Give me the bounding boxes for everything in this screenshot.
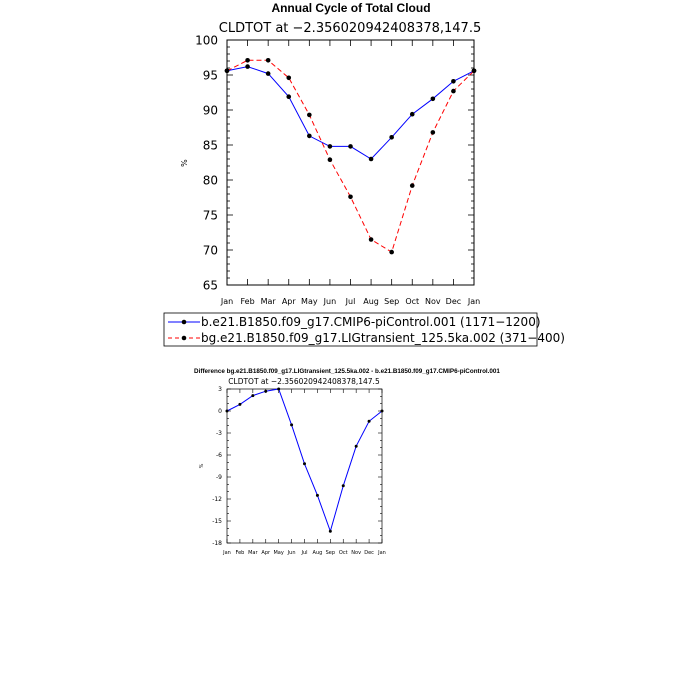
main-xtick-label: Jan — [467, 297, 480, 306]
diff-series-0-point — [315, 493, 319, 497]
main-series-1-point — [327, 157, 333, 162]
main-series-0-point — [286, 94, 292, 99]
main-series-1-point — [265, 58, 271, 63]
difference-chart-title: Difference bg.e21.B1850.f09_g17.LIGtrans… — [194, 368, 500, 375]
diff-xtick-label: Oct — [339, 550, 348, 556]
diff-series-0-point — [225, 409, 229, 413]
main-xtick-label: May — [301, 297, 318, 306]
diff-xtick-label: May — [273, 550, 283, 556]
main-chart-subtitle: CLDTOT at −2.356020942408378,147.5 — [219, 21, 481, 36]
diff-xtick-label: Jan — [222, 550, 231, 556]
diff-series-0-point — [251, 394, 255, 398]
diff-series-0-point — [341, 484, 345, 488]
legend-frame — [163, 312, 538, 347]
diff-ytick-label: 3 — [218, 386, 222, 393]
main-series-0-point — [430, 96, 436, 102]
diff-xtick-label: Sep — [326, 550, 335, 556]
main-series-1-point — [348, 194, 353, 200]
diff-series-0-point — [264, 389, 268, 393]
main-series-1-point — [307, 112, 312, 118]
diff-xtick-label: Apr — [261, 550, 271, 556]
main-series-0-point — [451, 79, 456, 84]
diff-series-0-point — [303, 462, 306, 466]
legend-label-control: b.e21.B1850.f09_g17.CMIP6-piControl.001 … — [201, 315, 541, 329]
main-xtick-label: Mar — [261, 297, 277, 306]
main-ytick-label: 90 — [203, 103, 218, 117]
main-series-1-point — [409, 183, 415, 188]
main-plot-frame — [226, 39, 475, 286]
main-chart-title: Annual Cycle of Total Cloud — [271, 1, 430, 15]
main-chart-ylabel: % — [180, 159, 189, 167]
main-xtick-label: Jun — [323, 297, 337, 306]
diff-series-0-point — [367, 419, 371, 423]
diff-xtick-label: Jun — [287, 550, 296, 556]
main-chart: Annual Cycle of Total Cloud CLDTOT at −2… — [163, 1, 565, 347]
legend-marker-control — [181, 319, 187, 325]
main-series-1-point — [286, 75, 292, 81]
main-series-0-point — [265, 71, 271, 76]
diff-xtick-label: Jan — [377, 550, 386, 556]
diff-ytick-label: -15 — [212, 518, 222, 525]
main-xtick-label: Jul — [345, 297, 356, 306]
main-series-1-point — [430, 130, 436, 135]
main-series-0-point — [389, 135, 394, 140]
difference-chart-ylabel: % — [199, 463, 205, 468]
diff-ytick-label: -6 — [216, 452, 222, 459]
main-xtick-label: Oct — [405, 297, 419, 306]
main-series-1-point — [224, 68, 230, 74]
difference-chart-subtitle: CLDTOT at −2.356020942408378,147.5 — [228, 377, 380, 386]
main-series-0-point — [409, 111, 415, 117]
diff-xtick-label: Dec — [364, 550, 374, 556]
main-series-1-point — [368, 237, 374, 242]
main-ytick-label: 80 — [203, 173, 218, 187]
diff-xtick-label: Mar — [248, 550, 258, 556]
main-series-1-point — [245, 58, 250, 63]
main-xtick-label: Dec — [446, 297, 461, 306]
main-series-0-point — [307, 133, 312, 139]
difference-plot-frame — [226, 388, 383, 544]
main-xtick-label: Apr — [282, 297, 297, 306]
main-series-0-point — [368, 156, 374, 162]
main-xtick-label: Sep — [384, 297, 399, 306]
diff-ytick-label: 0 — [218, 408, 222, 415]
main-ytick-label: 65 — [203, 278, 218, 292]
main-series-0-point — [348, 144, 353, 149]
diff-series-line-0 — [226, 388, 383, 533]
main-series-0-point — [327, 144, 333, 149]
diff-xtick-label: Jul — [300, 550, 307, 556]
diff-series-0-point — [380, 409, 384, 413]
diff-series-0-point — [238, 402, 242, 406]
main-xtick-label: Nov — [425, 297, 441, 306]
diff-xtick-label: Aug — [313, 550, 323, 556]
diff-ytick-label: -9 — [216, 474, 222, 481]
main-series-1-point — [471, 68, 477, 74]
diff-ytick-label: -12 — [212, 496, 222, 503]
diff-ytick-label: -3 — [216, 430, 222, 437]
main-xtick-label: Aug — [363, 297, 379, 306]
main-series-1-point — [389, 249, 394, 255]
diff-ytick-label: -18 — [212, 540, 222, 547]
main-xtick-label: Jan — [220, 297, 233, 306]
legend-label-transient: bg.e21.B1850.f09_g17.LIGtransient_125.5k… — [201, 331, 565, 345]
difference-chart: Difference bg.e21.B1850.f09_g17.LIGtrans… — [194, 368, 500, 556]
main-ytick-label: 85 — [203, 138, 218, 152]
main-ytick-label: 95 — [203, 68, 218, 82]
main-series-line-1 — [226, 59, 475, 253]
diff-xtick-label: Feb — [235, 550, 244, 556]
diff-series-0-point — [354, 444, 358, 448]
main-series-1-point — [451, 88, 456, 94]
diff-xtick-label: Nov — [351, 550, 361, 556]
legend: b.e21.B1850.f09_g17.CMIP6-piControl.001 … — [163, 312, 565, 347]
main-xtick-label: Feb — [240, 297, 254, 306]
main-ytick-label: 70 — [203, 243, 218, 257]
diff-series-0-point — [328, 529, 332, 533]
diff-series-0-point — [277, 387, 281, 391]
main-ytick-label: 100 — [195, 33, 218, 47]
diff-series-0-point — [290, 423, 294, 427]
legend-marker-transient — [181, 335, 187, 341]
main-series-0-point — [245, 64, 250, 69]
main-ytick-label: 75 — [203, 208, 218, 222]
